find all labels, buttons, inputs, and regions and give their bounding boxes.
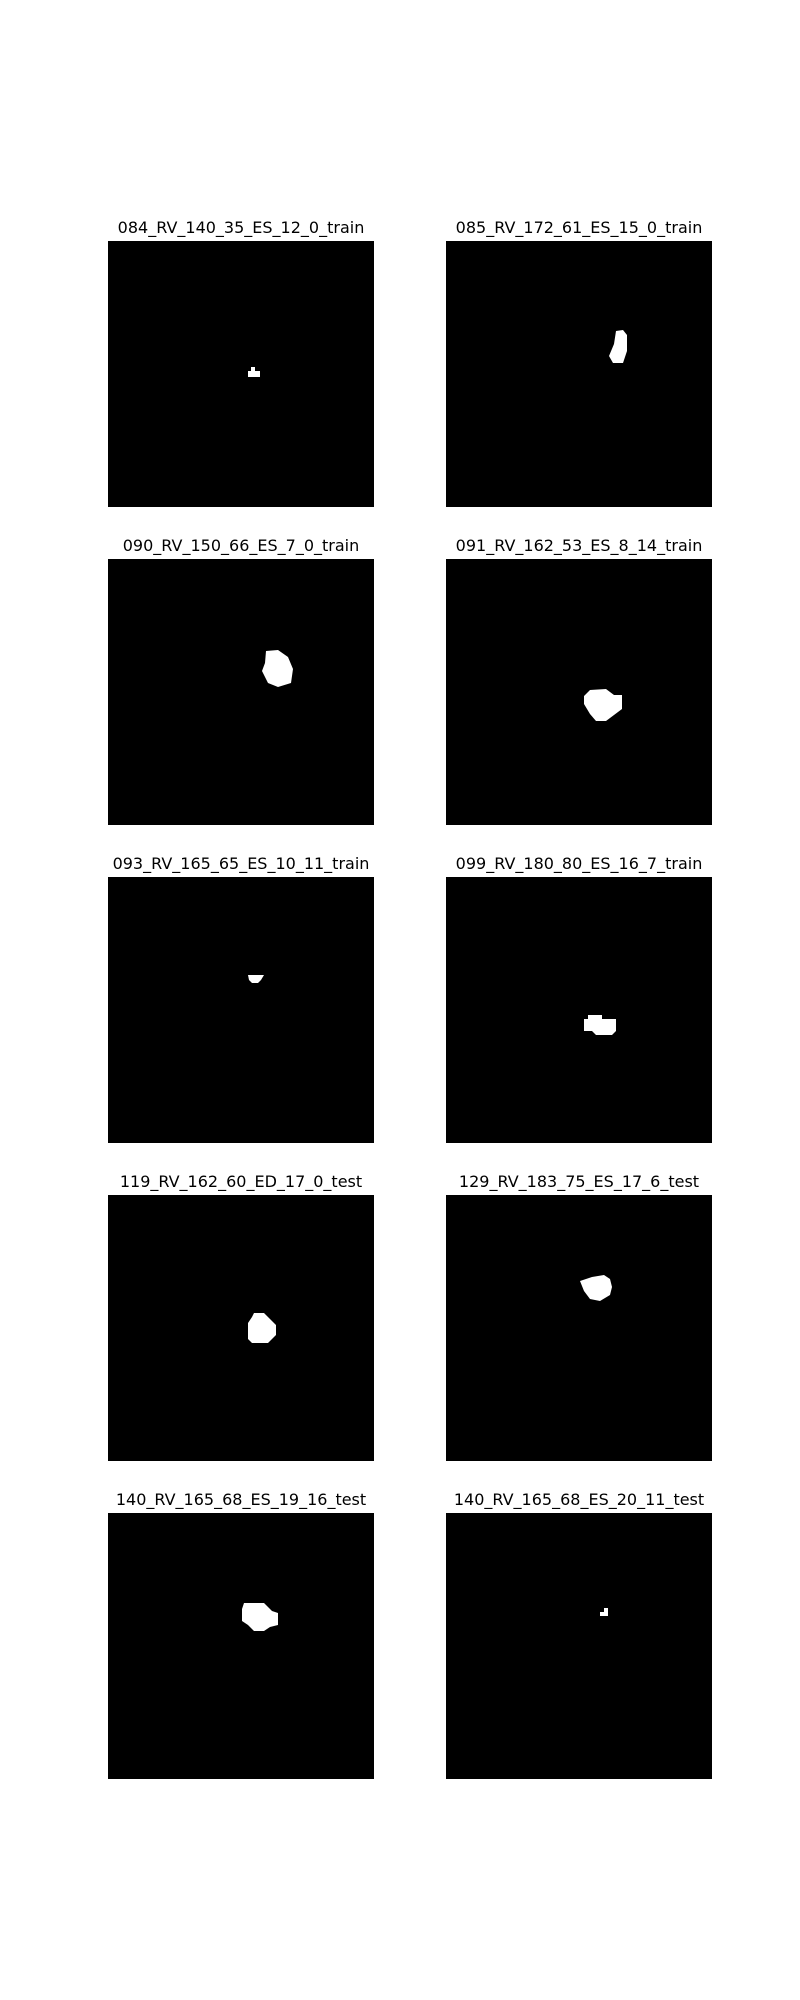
mask-region (248, 367, 260, 377)
panel-title: 129_RV_183_75_ES_17_6_test (458, 1172, 700, 1191)
mask-region (580, 1275, 612, 1301)
mask-region (584, 689, 622, 721)
mask-region (242, 1603, 278, 1631)
panel-title: 093_RV_165_65_ES_10_11_train (112, 854, 370, 873)
panel-title: 084_RV_140_35_ES_12_0_train (117, 218, 365, 237)
mask-image (446, 241, 712, 507)
panel-title: 140_RV_165_68_ES_20_11_test (453, 1490, 705, 1509)
mask-image (446, 1513, 712, 1779)
mask-image (108, 1513, 374, 1779)
mask-image (108, 877, 374, 1143)
mask-image (446, 1195, 712, 1461)
panel-title: 140_RV_165_68_ES_19_16_test (115, 1490, 367, 1509)
mask-image (108, 241, 374, 507)
panel-title: 085_RV_172_61_ES_15_0_train (455, 218, 703, 237)
mask-region (584, 1015, 616, 1035)
mask-region (262, 650, 293, 687)
mask-region (609, 330, 627, 363)
mask-region (600, 1608, 608, 1616)
mask-image (108, 1195, 374, 1461)
mask-region (248, 1313, 276, 1343)
mask-image (108, 559, 374, 825)
panel-title: 099_RV_180_80_ES_16_7_train (455, 854, 703, 873)
mask-image (446, 559, 712, 825)
mask-image (446, 877, 712, 1143)
panel-title: 091_RV_162_53_ES_8_14_train (455, 536, 703, 555)
mask-region (248, 975, 264, 983)
panel-title: 119_RV_162_60_ED_17_0_test (119, 1172, 363, 1191)
panel-title: 090_RV_150_66_ES_7_0_train (122, 536, 360, 555)
